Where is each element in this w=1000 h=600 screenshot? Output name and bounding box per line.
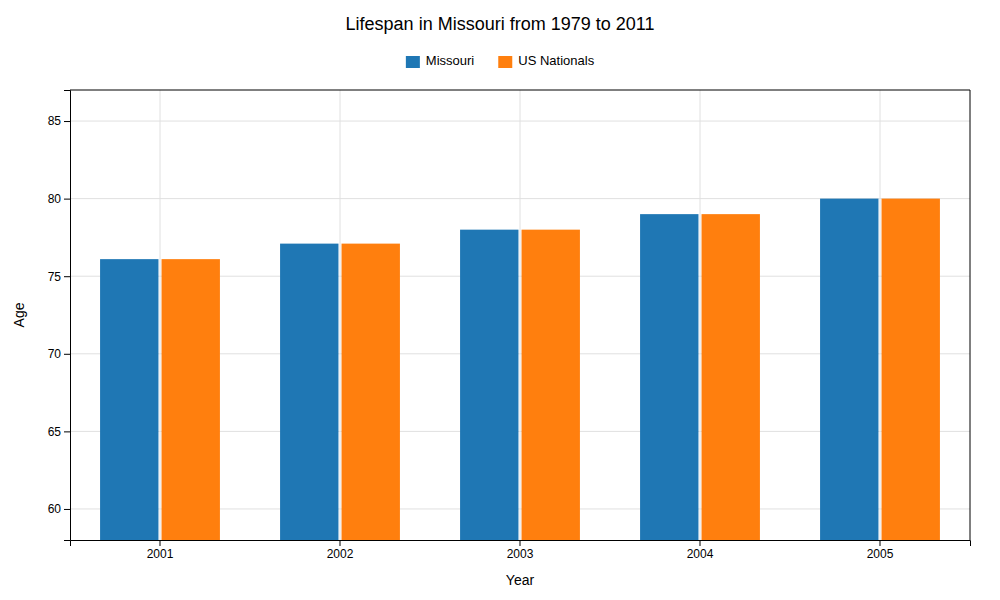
tick-label: 2003 [507,547,534,561]
tick-label: 2001 [147,547,174,561]
tick-label: 2005 [867,547,894,561]
y-axis: 60 65 70 75 80 85 [48,91,71,541]
bar [882,199,940,540]
y-axis-title: Age [11,302,27,327]
tick: 75 [48,270,70,284]
legend-swatch [406,56,420,68]
tick-mark [64,276,70,277]
legend-item: Missouri [406,53,475,68]
tick-label: 85 [48,114,62,128]
tick: 80 [48,192,70,206]
axis-line [64,91,71,541]
tick-label: 80 [48,192,62,206]
tick-mark [520,540,521,546]
tick-mark [160,540,161,546]
grid [70,90,970,540]
plot: 2001 2002 2003 2004 2005 60 65 70 75 80 85 [48,90,971,561]
grid-line [880,90,881,540]
tick-label: 60 [48,502,62,516]
title: Lifespan in Missouri from 1979 to 2011 [346,14,655,34]
tick-mark [64,431,70,432]
tick: 65 [48,425,70,439]
tick-mark [700,540,701,546]
bar [460,230,518,540]
tick-label: 70 [48,347,62,361]
legend-label: Missouri [426,53,475,68]
tick: 2001 [147,540,174,561]
tick-label: 65 [48,425,62,439]
tick: 85 [48,114,70,128]
tick: 60 [48,502,70,516]
tick: 2004 [687,540,714,561]
tick-label: 2004 [687,547,714,561]
chart: 2001 2002 2003 2004 2005 60 65 70 75 80 85 Year Age L… [0,0,1000,600]
tick-mark [340,540,341,546]
tick-mark [64,509,70,510]
x-axis-title: Year [506,572,535,588]
grid-line [340,90,341,540]
x-axis: 2001 2002 2003 2004 2005 [71,540,971,561]
tick-mark [64,199,70,200]
frame [970,90,971,540]
legend-swatch [498,56,512,68]
tick-mark [880,540,881,546]
tick: 70 [48,347,70,361]
legend: Missouri US Nationals [406,53,595,68]
bar [342,244,400,540]
tick: 2005 [867,540,894,561]
bar [702,214,760,540]
tick: 2003 [507,540,534,561]
frame [70,90,970,91]
tick-label: 75 [48,270,62,284]
tick-mark [64,354,70,355]
bar [100,259,158,540]
grid-line [160,90,161,540]
legend-item: US Nationals [498,53,594,68]
bar [522,230,580,540]
bar [280,244,338,540]
legend-label: US Nationals [518,53,594,68]
grid-line [700,90,701,540]
bars [100,199,940,540]
bar [162,259,220,540]
axis-line [71,541,971,547]
tick-mark [64,121,70,122]
tick-label: 2002 [327,547,354,561]
bar [640,214,698,540]
tick: 2002 [327,540,354,561]
grid-line [520,90,521,540]
bar [820,199,878,540]
